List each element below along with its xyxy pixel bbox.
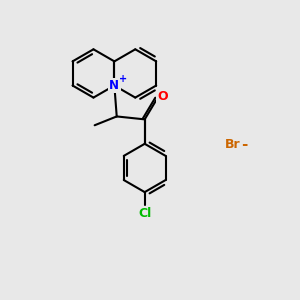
Text: N: N — [110, 79, 119, 92]
Text: Cl: Cl — [138, 207, 151, 220]
Text: -: - — [241, 136, 247, 152]
Text: Br: Br — [225, 138, 240, 151]
Text: +: + — [118, 74, 127, 84]
Text: O: O — [157, 90, 168, 103]
